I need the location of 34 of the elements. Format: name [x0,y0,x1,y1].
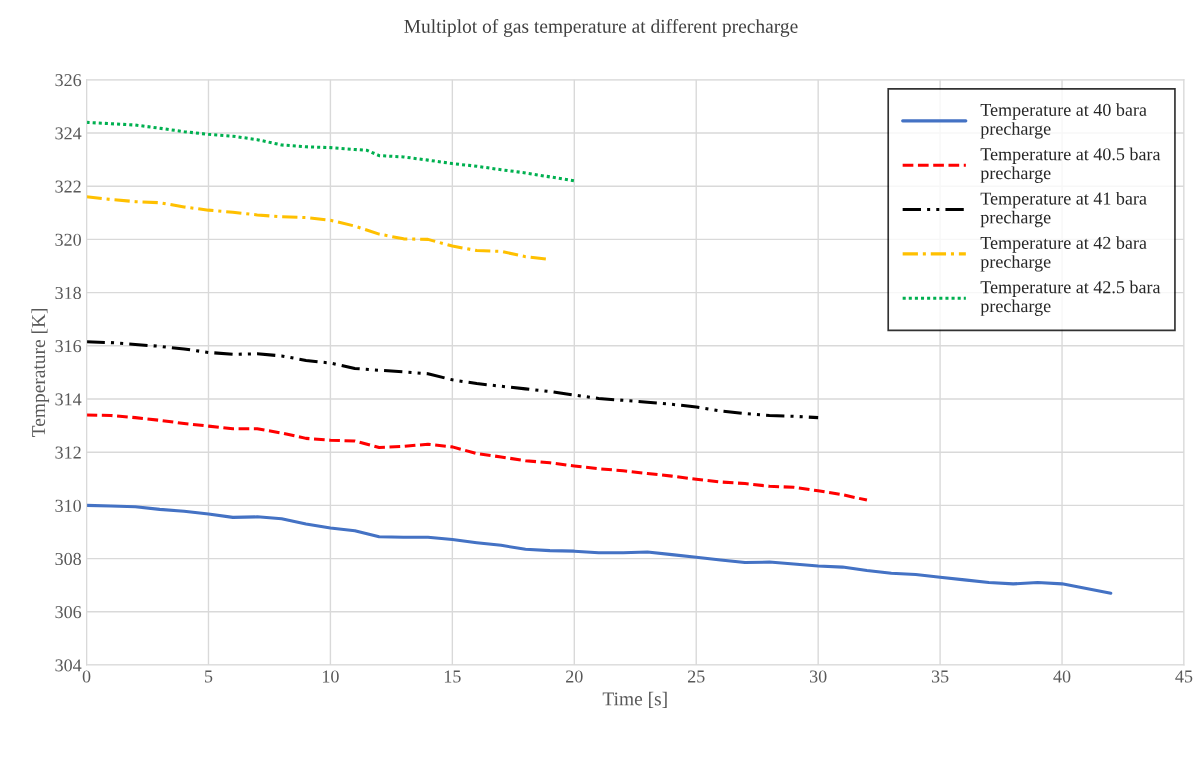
x-tick-label: 20 [566,670,583,683]
y-tick-label: 324 [55,127,82,140]
x-tick-label: 40 [1053,670,1071,683]
y-tick-label: 312 [55,446,81,459]
y-axis-title: Temperature [K] [31,308,50,437]
legend-label: Temperature at 40.5 bara precharge [980,147,1161,183]
x-tick-label: 25 [687,670,705,683]
x-tick-label: 35 [931,670,949,683]
y-tick-label: 308 [55,552,81,566]
x-tick-label: 10 [322,670,339,683]
line-series [86,503,1113,595]
legend-label: Temperature at 42 bara precharge [980,236,1147,272]
line-series [86,340,820,420]
y-tick-label: 310 [55,499,81,512]
x-tick-label: 5 [205,670,213,683]
legend-label: Temperature at 41 bara precharge [980,191,1147,228]
x-tick-label: 45 [1175,670,1193,683]
y-tick-label: 320 [55,233,81,246]
x-tick-label: 0 [82,670,91,683]
line-series [86,413,869,502]
legend-label: Temperature at 42.5 bara precharge [980,280,1161,316]
chart-title: Multiplot of gas temperature at different precharge [404,19,798,37]
y-tick-label: 316 [55,340,82,353]
y-tick-label: 306 [55,606,82,619]
x-tick-label: 30 [810,670,827,683]
x-tick-label: 15 [444,670,461,683]
y-tick-label: 314 [55,393,82,406]
y-tick-label: 304 [55,659,82,672]
legend-label: Temperature at 40 bara precharge [980,103,1147,139]
line-series [86,120,576,183]
y-tick-label: 318 [55,286,81,300]
y-tick-label: 322 [55,180,81,193]
x-axis-title: Time [s] [602,691,667,708]
y-tick-label: 326 [55,74,82,87]
